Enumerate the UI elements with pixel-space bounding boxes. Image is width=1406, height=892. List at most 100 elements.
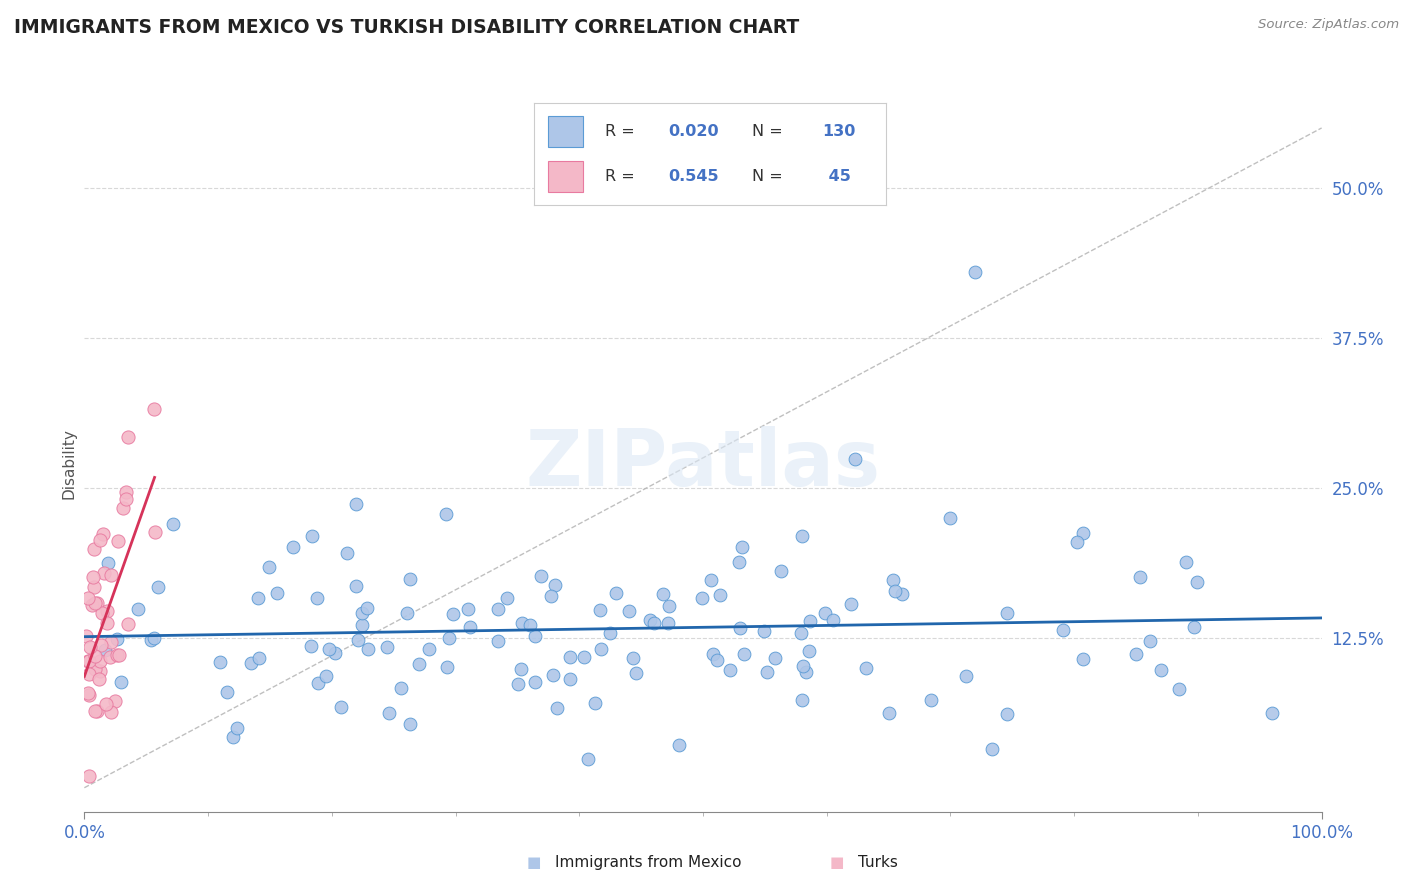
Point <box>799 644 821 658</box>
Point <box>90 606 112 620</box>
Point <box>90 638 112 652</box>
Point <box>799 614 821 628</box>
Point <box>576 752 599 766</box>
Point <box>75 629 97 643</box>
Point <box>1187 574 1209 589</box>
Point <box>114 491 136 506</box>
Point <box>920 693 942 707</box>
Text: R =: R = <box>605 169 640 184</box>
Point <box>460 620 482 634</box>
Point <box>690 591 713 606</box>
Point <box>496 591 519 605</box>
Point <box>100 705 122 719</box>
Point <box>882 573 904 587</box>
Point <box>104 694 127 708</box>
Point <box>583 696 606 710</box>
Text: N =: N = <box>752 124 789 139</box>
Text: IMMIGRANTS FROM MEXICO VS TURKISH DISABILITY CORRELATION CHART: IMMIGRANTS FROM MEXICO VS TURKISH DISABI… <box>14 18 799 37</box>
Point <box>524 675 547 690</box>
Point <box>162 517 184 532</box>
Point <box>222 730 245 744</box>
Point <box>839 597 862 611</box>
Point <box>1071 525 1094 540</box>
Point <box>77 688 100 702</box>
Point <box>98 650 121 665</box>
Point <box>1182 620 1205 634</box>
Point <box>283 540 305 554</box>
Point <box>1125 647 1147 661</box>
Point <box>108 648 131 662</box>
Point <box>756 665 779 679</box>
Bar <box>548 116 583 146</box>
Point <box>96 697 118 711</box>
Point <box>599 625 621 640</box>
Point <box>318 641 340 656</box>
Point <box>939 511 962 525</box>
Point <box>225 721 247 735</box>
Point <box>344 497 367 511</box>
Point <box>82 570 104 584</box>
Text: ■: ■ <box>527 855 541 870</box>
Text: Turks: Turks <box>858 855 897 870</box>
Point <box>980 741 1002 756</box>
Point <box>617 604 640 618</box>
Point <box>100 635 122 649</box>
Point <box>350 617 373 632</box>
Point <box>877 706 900 720</box>
Point <box>706 653 728 667</box>
Point <box>418 642 440 657</box>
Point <box>77 769 100 783</box>
Y-axis label: Disability: Disability <box>60 428 76 500</box>
Point <box>77 686 100 700</box>
Point <box>640 613 662 627</box>
Point <box>731 541 754 555</box>
Point <box>1129 570 1152 584</box>
Point <box>398 717 420 731</box>
Point <box>702 647 724 661</box>
Point <box>336 546 359 560</box>
Point <box>523 629 546 643</box>
Text: Immigrants from Mexico: Immigrants from Mexico <box>555 855 742 870</box>
Point <box>100 568 122 582</box>
Point <box>208 656 231 670</box>
Point <box>1260 706 1282 721</box>
Point <box>257 559 280 574</box>
Point <box>965 265 987 279</box>
Point <box>1175 555 1198 569</box>
Point <box>112 501 135 516</box>
Point <box>790 692 813 706</box>
Point <box>792 659 814 673</box>
Point <box>770 564 793 578</box>
Point <box>621 650 644 665</box>
Point <box>652 587 675 601</box>
Point <box>127 602 149 616</box>
Point <box>441 607 464 621</box>
Point <box>307 675 329 690</box>
Point <box>86 704 108 718</box>
Point <box>301 529 323 543</box>
Point <box>434 508 457 522</box>
Point <box>754 624 776 638</box>
Point <box>657 615 679 630</box>
Point <box>97 556 120 570</box>
Point <box>591 642 613 657</box>
Point <box>329 699 352 714</box>
Text: 45: 45 <box>823 169 851 184</box>
Point <box>110 675 132 690</box>
Bar <box>548 161 583 192</box>
Point <box>814 607 837 621</box>
Point <box>96 604 118 618</box>
Point <box>389 681 412 695</box>
Point <box>1052 623 1074 637</box>
Point <box>546 700 568 714</box>
Point <box>790 626 813 640</box>
Point <box>83 648 105 663</box>
Text: N =: N = <box>752 169 789 184</box>
Point <box>143 632 166 646</box>
Point <box>727 555 749 569</box>
Point <box>357 641 380 656</box>
Point <box>93 643 115 657</box>
Point <box>699 574 721 588</box>
Point <box>83 662 105 676</box>
Point <box>733 647 755 661</box>
